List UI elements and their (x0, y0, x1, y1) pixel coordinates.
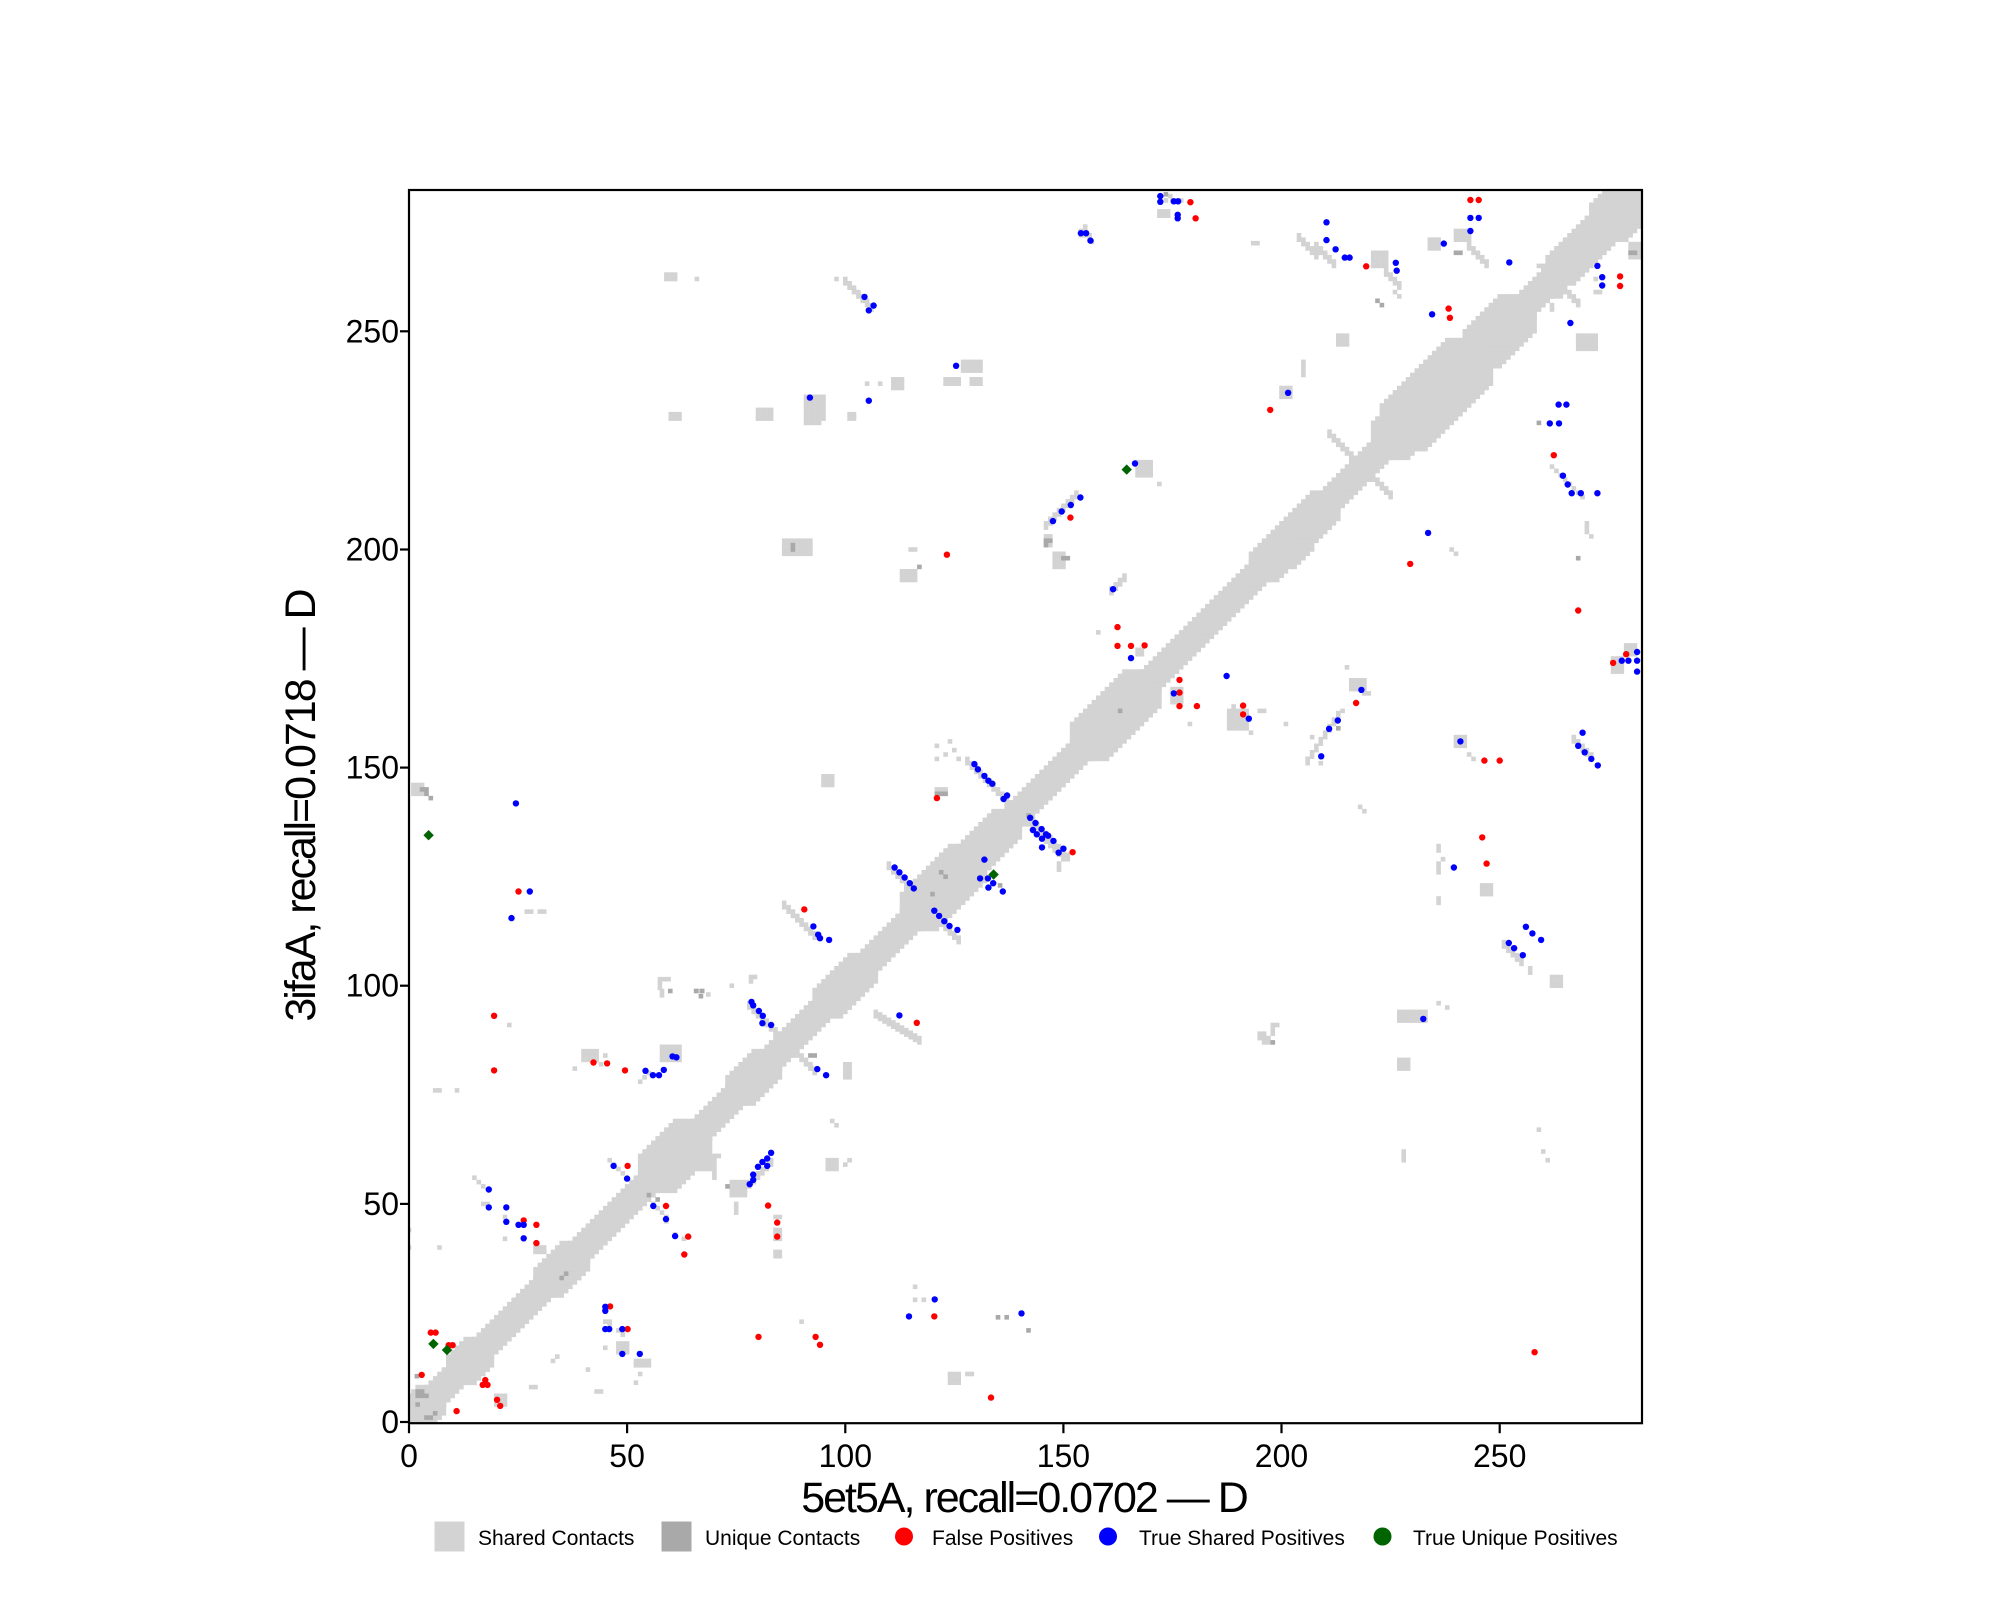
svg-text:True Shared Positives: True Shared Positives (1139, 1527, 1345, 1550)
svg-text:3ifaA, recall=0.0718 — D: 3ifaA, recall=0.0718 — D (277, 590, 325, 1021)
svg-text:Shared Contacts: Shared Contacts (478, 1527, 634, 1550)
svg-text:False Positives: False Positives (932, 1527, 1073, 1550)
svg-text:50: 50 (609, 1438, 645, 1474)
svg-text:150: 150 (346, 750, 399, 786)
svg-text:50: 50 (363, 1186, 399, 1222)
svg-text:100: 100 (819, 1438, 872, 1474)
svg-text:100: 100 (346, 968, 399, 1004)
svg-text:0: 0 (381, 1404, 399, 1440)
svg-text:150: 150 (1037, 1438, 1090, 1474)
svg-text:True Unique Positives: True Unique Positives (1413, 1527, 1618, 1550)
svg-text:200: 200 (346, 532, 399, 568)
svg-text:200: 200 (1255, 1438, 1308, 1474)
svg-text:0: 0 (400, 1438, 418, 1474)
svg-text:5et5A, recall=0.0702 — D: 5et5A, recall=0.0702 — D (801, 1474, 1247, 1522)
svg-text:250: 250 (346, 313, 399, 349)
svg-text:250: 250 (1473, 1438, 1526, 1474)
svg-text:Unique Contacts: Unique Contacts (705, 1527, 860, 1550)
